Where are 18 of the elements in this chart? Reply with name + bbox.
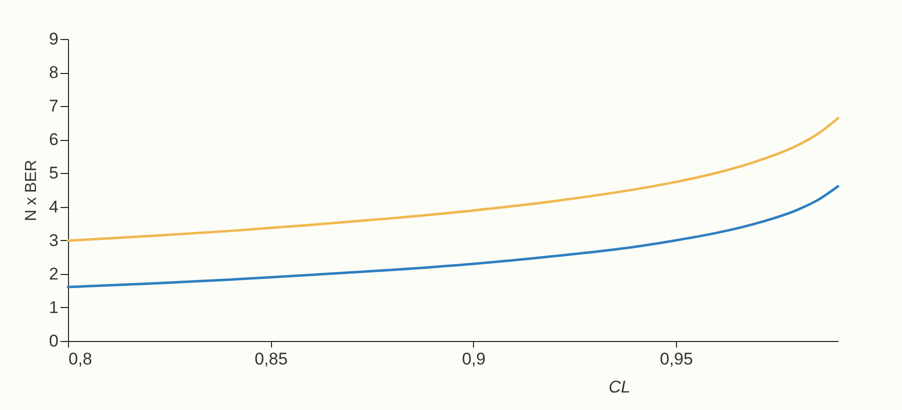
x-tick-label: 0,85 (254, 350, 288, 368)
x-tick-label: 0,9 (462, 350, 486, 368)
line-series (66, 116, 840, 242)
line-series (66, 185, 840, 288)
y-tick-label: 1 (49, 298, 58, 317)
y-tick-label: 7 (49, 96, 58, 116)
y-tick-label: 4 (49, 197, 58, 216)
y-tick-label: 5 (49, 164, 58, 183)
x-tick-label: 0,95 (660, 350, 693, 368)
y-tick-label: 6 (49, 130, 58, 150)
y-tick-label: 9 (49, 30, 58, 48)
y-tick-label: 3 (49, 230, 58, 250)
y-tick-label: 2 (49, 264, 58, 284)
x-tick-label: 0,8 (68, 350, 92, 368)
x-axis-title: CL (608, 378, 630, 396)
y-tick-label: 0 (49, 332, 58, 350)
y-tick-label: 8 (49, 63, 58, 82)
y-axis-title: N x BER (23, 160, 40, 222)
